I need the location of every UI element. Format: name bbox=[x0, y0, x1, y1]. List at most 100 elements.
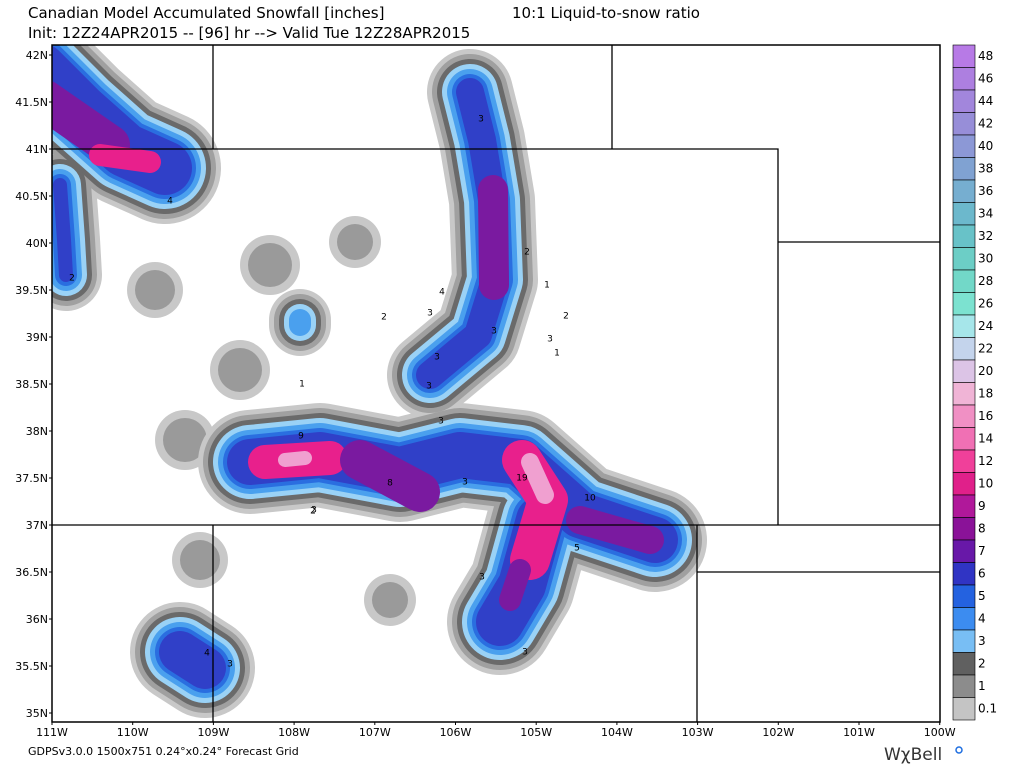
legend-swatch bbox=[952, 449, 976, 473]
lat-label: 39.5N bbox=[15, 284, 48, 297]
lat-label: 35.5N bbox=[15, 660, 48, 673]
legend-swatch bbox=[952, 202, 976, 226]
lon-label: 109W bbox=[197, 726, 229, 739]
map bbox=[52, 45, 707, 718]
snow-core bbox=[521, 453, 554, 504]
legend-swatch bbox=[952, 472, 976, 496]
legend-label: 36 bbox=[978, 184, 993, 198]
snow-area bbox=[372, 582, 408, 618]
legend-swatch bbox=[952, 404, 976, 428]
snow-area bbox=[159, 631, 226, 689]
lon-label: 103W bbox=[682, 726, 714, 739]
state-borders bbox=[52, 45, 940, 722]
contour-label: 9 bbox=[298, 432, 304, 442]
legend-swatch bbox=[952, 314, 976, 338]
contour-label: 5 bbox=[574, 544, 580, 554]
legend-swatch bbox=[952, 697, 976, 721]
contour-label: 1 bbox=[554, 349, 560, 359]
legend-label: 42 bbox=[978, 116, 993, 130]
contour-label: 10 bbox=[584, 494, 596, 504]
title: Canadian Model Accumulated Snowfall [inc… bbox=[28, 4, 384, 22]
legend-swatch bbox=[952, 157, 976, 181]
legend-label: 26 bbox=[978, 296, 993, 310]
lat-label: 41.5N bbox=[15, 96, 48, 109]
legend-label: 7 bbox=[978, 544, 986, 558]
lat-label: 36N bbox=[26, 613, 48, 626]
legend-swatch bbox=[952, 359, 976, 383]
lat-label: 38N bbox=[26, 425, 48, 438]
legend-label: 48 bbox=[978, 49, 993, 63]
contour-label: 3 bbox=[522, 648, 528, 658]
contour-label: 3 bbox=[547, 335, 553, 345]
logo-dot bbox=[955, 746, 963, 754]
contour-label: 3 bbox=[438, 417, 444, 427]
contour-label: 2 bbox=[563, 312, 569, 322]
legend-swatch bbox=[952, 584, 976, 608]
axes: 42N 41.5N 41N 40.5N 40N 39.5N 39N 38.5N 38N 37.5N… bbox=[15, 49, 955, 739]
lat-label: 42N bbox=[26, 49, 48, 62]
contour-label: 8 bbox=[387, 479, 393, 489]
legend-label: 9 bbox=[978, 499, 986, 513]
legend-swatch bbox=[952, 652, 976, 676]
legend-label: 46 bbox=[978, 71, 993, 85]
legend-swatch bbox=[952, 494, 976, 518]
lat-label: 35N bbox=[26, 707, 48, 720]
legend-swatch bbox=[952, 674, 976, 698]
contour-label: 3 bbox=[479, 573, 485, 583]
snow-core bbox=[278, 451, 312, 467]
legend-swatch bbox=[952, 44, 976, 68]
ratio: 10:1 Liquid-to-snow ratio bbox=[512, 4, 700, 22]
snow-area bbox=[53, 178, 73, 282]
lat-label: 40.5N bbox=[15, 190, 48, 203]
legend-swatch bbox=[952, 517, 976, 541]
legend-label: 40 bbox=[978, 139, 993, 153]
lat-label: 37N bbox=[26, 519, 48, 532]
snow-area bbox=[163, 418, 207, 462]
legend-label: 8 bbox=[978, 521, 986, 535]
legend-swatch bbox=[952, 607, 976, 631]
contour-label: 2 bbox=[69, 274, 75, 284]
legend-swatch bbox=[952, 382, 976, 406]
legend-label: 32 bbox=[978, 229, 993, 243]
lon-label: 101W bbox=[843, 726, 875, 739]
lon-label: 100W bbox=[924, 726, 956, 739]
legend: 4846444240383634323028262422201816141210… bbox=[952, 44, 997, 721]
contour-label: 3 bbox=[491, 327, 497, 337]
legend-swatch bbox=[952, 224, 976, 248]
legend-label: 6 bbox=[978, 566, 986, 580]
legend-label: 3 bbox=[978, 634, 986, 648]
legend-swatch bbox=[952, 67, 976, 91]
contour-label: 2 bbox=[381, 313, 387, 323]
snow-core bbox=[52, 81, 130, 165]
contour-label: 3 bbox=[311, 506, 317, 516]
legend-label: 10 bbox=[978, 476, 993, 490]
legend-swatch bbox=[952, 89, 976, 113]
contour-label: 3 bbox=[462, 478, 468, 488]
contour-label: 4 bbox=[167, 197, 173, 207]
lon-label: 111W bbox=[36, 726, 68, 739]
logo: WχBell bbox=[884, 745, 942, 765]
legend-swatch bbox=[952, 539, 976, 563]
lat-label: 36.5N bbox=[15, 566, 48, 579]
lat-label: 38.5N bbox=[15, 378, 48, 391]
legend-label: 2 bbox=[978, 656, 986, 670]
legend-swatch bbox=[952, 179, 976, 203]
legend-label: 16 bbox=[978, 409, 993, 423]
snow-core bbox=[499, 559, 531, 611]
legend-swatch bbox=[952, 562, 976, 586]
lat-label: 37.5N bbox=[15, 472, 48, 485]
snow-area bbox=[180, 540, 220, 580]
legend-label: 4 bbox=[978, 611, 986, 625]
lon-label: 104W bbox=[601, 726, 633, 739]
contour-labels: 4 2 3 2 1 2 4 3 2 3 3 1 3 3 1 3 3 9 8 3 … bbox=[69, 115, 596, 670]
snow-core bbox=[340, 440, 440, 512]
legend-label: 14 bbox=[978, 431, 993, 445]
legend-label: 12 bbox=[978, 454, 993, 468]
lat-label: 39N bbox=[26, 331, 48, 344]
snow-area bbox=[248, 243, 292, 287]
contour-label: 3 bbox=[478, 115, 484, 125]
lon-label: 102W bbox=[762, 726, 794, 739]
contour-label: 4 bbox=[204, 649, 210, 659]
snow-core bbox=[566, 506, 664, 554]
